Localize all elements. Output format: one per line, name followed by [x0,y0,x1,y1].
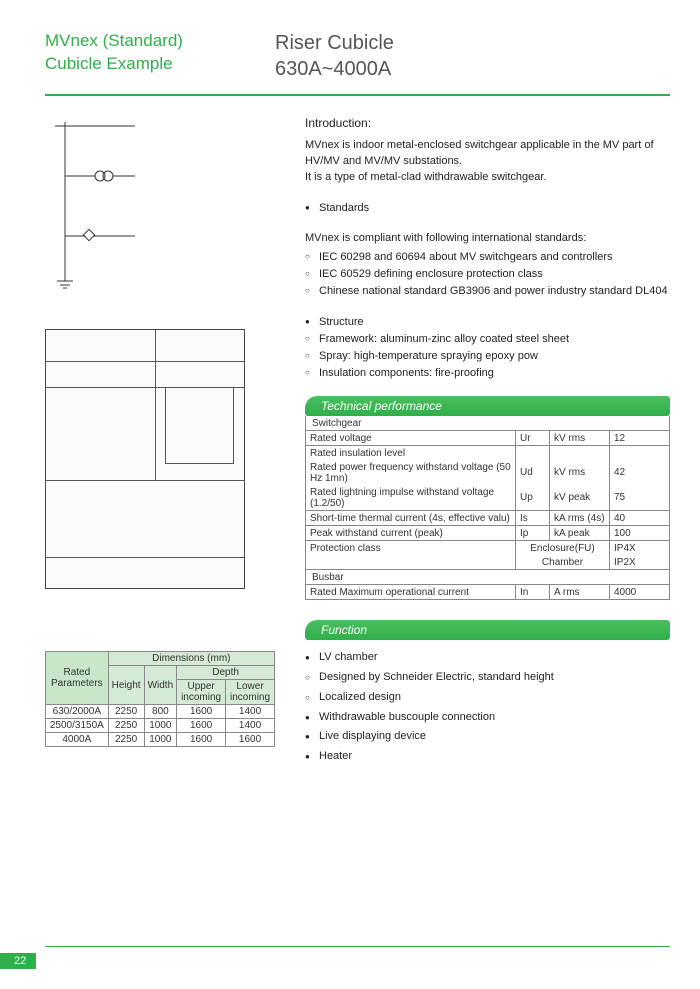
dims-row: 630/2000A 2250 800 1600 1400 [46,705,275,719]
function-item: Designed by Schneider Electric, standard… [305,668,670,688]
structure-item: Spray: high-temperature spraying epoxy p… [305,348,670,365]
page-number: 22 [0,953,36,969]
structure-list: Structure Framework: aluminum-zinc alloy… [305,314,670,382]
dims-depth-upper: Upper incoming [177,680,226,705]
dims-rowhead: Rated Parameters [46,652,109,705]
standards-item: IEC 60298 and 60694 about MV switchgears… [305,249,670,266]
dims-depth-lower: Lower incoming [226,680,275,705]
tech-perf-table: Switchgear Rated voltage Ur kV rms 12 Ra… [305,416,670,600]
tech-row: Rated insulation level [306,446,670,461]
standards-title: Standards [305,200,670,217]
dims-row: 2500/3150A 2250 1000 1600 1400 [46,719,275,733]
structure-title: Structure [305,314,670,331]
header-rule [45,94,670,96]
tech-row-protection: Chamber IP2X [306,555,670,570]
dims-row: 4000A 2250 1000 1600 1600 [46,733,275,747]
tech-row: Rated Maximum operational current In A r… [306,585,670,600]
header-left-line2: Cubicle Example [45,53,245,76]
standards-item: IEC 60529 defining enclosure protection … [305,266,670,283]
header-right-line2: 630A~4000A [275,56,670,82]
tech-group-busbar: Busbar [306,570,670,585]
cabinet-drawing [45,329,245,589]
tech-row: Short-time thermal current (4s, effectiv… [306,511,670,526]
function-item: Withdrawable buscouple connection [305,708,670,728]
standards-list: Standards [305,200,670,217]
header-right-line1: Riser Cubicle [275,30,670,56]
structure-item: Framework: aluminum-zinc alloy coated st… [305,331,670,348]
structure-item: Insulation components: fire-proofing [305,365,670,382]
header-left: MVnex (Standard) Cubicle Example [45,30,245,82]
dims-title: Dimensions (mm) [108,652,274,666]
header-right: Riser Cubicle 630A~4000A [275,30,670,82]
left-column: Rated Parameters Dimensions (mm) Height … [45,116,275,767]
function-list: LV chamber Designed by Schneider Electri… [305,648,670,767]
function-item: LV chamber [305,648,670,668]
right-column: Introduction: MVnex is indoor metal-encl… [305,116,670,767]
dimensions-table: Rated Parameters Dimensions (mm) Height … [45,651,275,747]
standards-item: Chinese national standard GB3906 and pow… [305,283,670,300]
standards-items: IEC 60298 and 60694 about MV switchgears… [305,249,670,300]
tech-row: Rated lightning impulse withstand voltag… [306,485,670,511]
tech-group-switchgear: Switchgear [306,416,670,431]
function-item: Heater [305,747,670,767]
dims-col-width: Width [144,666,177,705]
intro-body: MVnex is indoor metal-enclosed switchgea… [305,138,670,186]
dims-col-height: Height [108,666,144,705]
tech-row: Rated voltage Ur kV rms 12 [306,431,670,446]
dims-col-depth: Depth [177,666,275,680]
page-header: MVnex (Standard) Cubicle Example Riser C… [45,30,670,82]
tech-row: Rated power frequency withstand voltage … [306,460,670,485]
intro-heading: Introduction: [305,116,670,130]
function-item: Live displaying device [305,727,670,747]
standards-lead: MVnex is compliant with following intern… [305,231,670,247]
single-line-diagram [45,116,165,296]
header-left-line1: MVnex (Standard) [45,30,245,53]
page-footer: 22 [0,946,700,969]
tech-row: Peak withstand current (peak) Ip kA peak… [306,526,670,541]
footer-rule [45,946,670,947]
dimensions-block: Rated Parameters Dimensions (mm) Height … [45,651,275,747]
tech-perf-title: Technical performance [305,396,670,416]
function-title: Function [305,620,670,640]
function-item: Localized design [305,688,670,708]
tech-row-protection: Protection class Enclosure(FU) IP4X [306,541,670,556]
